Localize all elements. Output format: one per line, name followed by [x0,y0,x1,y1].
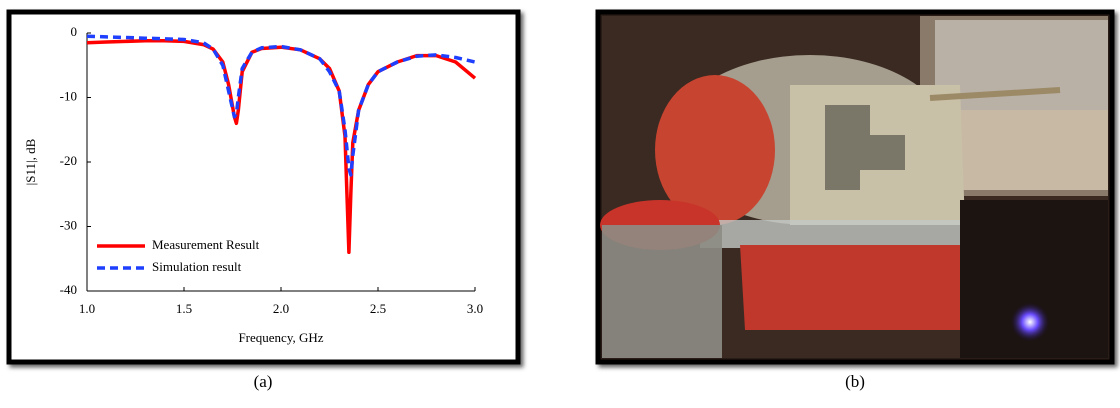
y-axis-label: |S11|, dB [23,138,38,185]
y-tick-label: 0 [71,24,78,39]
x-tick-label: 2.0 [273,301,289,316]
y-tick-label: -20 [60,153,77,168]
y-tick-label: -40 [60,282,77,297]
caption: (b) [845,372,865,391]
chart: 0 -10 -20 -30 -401.0 1.5 2.0 2.5 3.0 Measurement … [60,24,483,316]
x-tick-label: 3.0 [467,301,483,316]
x-tick-label: 1.5 [176,301,192,316]
x-tick-label: 1.0 [79,301,95,316]
x-tick-label: 2.5 [370,301,386,316]
y-tick-label: -10 [60,88,77,103]
legend-label: Measurement Result [152,237,260,252]
series-line [86,34,476,177]
y-tick-label: -30 [60,217,77,232]
chart-frame [6,9,521,365]
photo [595,9,1115,365]
legend-label: Simulation result [152,259,242,274]
caption: (a) [254,372,273,391]
x-axis-label: Frequency, GHz [238,330,323,345]
